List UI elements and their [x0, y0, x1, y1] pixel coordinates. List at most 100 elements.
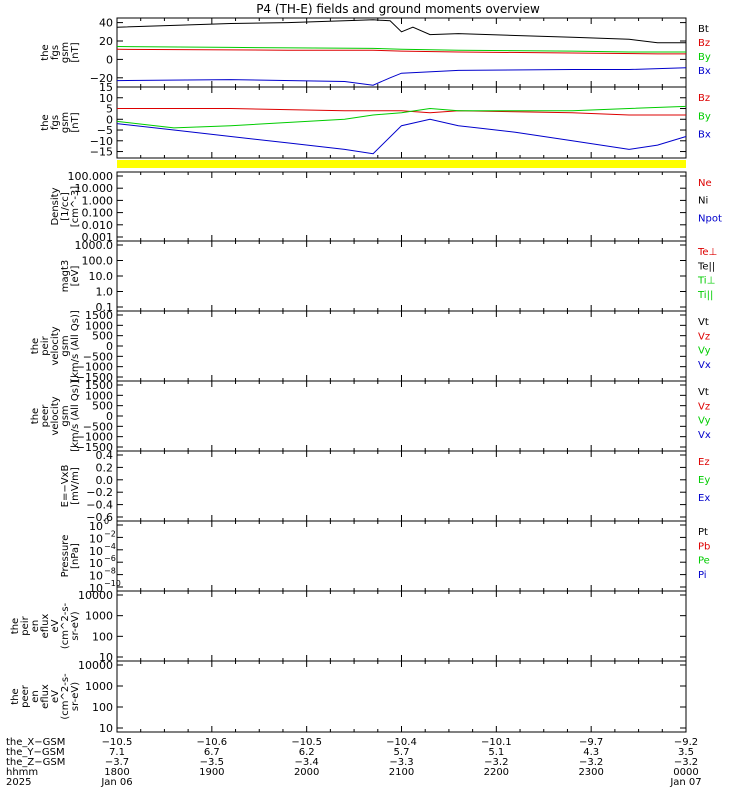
series-bx	[116, 118, 687, 155]
panel-4: 1000.0 100.0 10.0 1.0 0.1 magt3 [eV] Te⊥ Te|| Ti⊥…	[60, 239, 717, 314]
y-tick-label: −500	[83, 420, 113, 433]
y-axis-label: [km/s (All Qs)]	[70, 310, 81, 382]
x-column-value: −3.2	[674, 757, 698, 768]
legend-te: Te⊥	[697, 247, 717, 258]
y-axis-label: sr-eV)	[70, 682, 81, 711]
x-column-value: −3.3	[389, 757, 413, 768]
y-axis-label: [1/cc]	[60, 192, 71, 221]
x-column-value: −3.2	[484, 757, 508, 768]
y-tick-label: 0.2	[96, 461, 114, 474]
x-row-label: the_Z−GSM	[6, 757, 65, 768]
legend-vy: Vy	[698, 346, 711, 357]
legend-pb: Pb	[698, 541, 710, 552]
legend-pi: Pi	[698, 570, 707, 581]
y-axis-label: eV	[50, 690, 61, 703]
y-axis-label: peer	[20, 684, 31, 708]
y-tick-label: 0.001	[82, 231, 114, 244]
series-bt	[116, 19, 686, 44]
legend-ne: Ne	[698, 178, 712, 189]
legend-by: By	[698, 52, 711, 63]
y-tick-label: −20	[90, 72, 113, 85]
panel-frame	[116, 17, 687, 88]
y-tick-label: 0	[106, 410, 113, 423]
y-tick-label: 1000	[85, 319, 113, 332]
y-tick-label: 500	[92, 400, 113, 413]
y-tick-label: 1500	[85, 309, 113, 322]
legend-bt: Bt	[698, 24, 709, 35]
x-column-value: −9.2	[674, 737, 698, 748]
y-axis-label: [nT]	[70, 42, 81, 62]
y-tick-label: 1.0	[96, 286, 114, 299]
y-tick-label: −500	[83, 350, 113, 363]
y-axis-label: velocity	[50, 396, 61, 435]
x-column-value: −10.5	[291, 737, 322, 748]
y-tick-label: −0.6	[86, 511, 113, 524]
legend-bz: Bz	[698, 93, 710, 104]
y-tick-label: 0.4	[96, 449, 114, 462]
legend-npot: Npot	[698, 213, 722, 224]
y-tick-label: 20	[99, 35, 113, 48]
y-tick-label: −1500	[76, 371, 113, 384]
x-row-label: 2025	[6, 777, 31, 788]
y-axis-label: Pressure	[60, 535, 71, 578]
y-tick-label: −1000	[76, 361, 113, 374]
x-column-value: Jan 07	[669, 777, 701, 788]
y-axis-label: eflux	[40, 684, 51, 709]
quality-flag-bar	[117, 160, 686, 168]
y-tick-label: 100	[92, 630, 113, 643]
legend-ti: Ti||	[697, 290, 713, 301]
y-axis-label: gsm	[60, 335, 71, 356]
y-axis-label: Density	[50, 187, 61, 225]
y-axis-label: en	[30, 690, 41, 703]
y-tick-label: 1000.0	[75, 239, 114, 252]
x-column-value: Jan 06	[100, 777, 132, 788]
y-axis-label: [km/s (All Qs)]	[70, 380, 81, 452]
y-axis-label: en	[30, 620, 41, 633]
y-tick-label: 1500	[85, 379, 113, 392]
y-tick-label: 15	[99, 81, 113, 94]
y-tick-exponent: 0	[104, 517, 109, 526]
y-axis-label: [nT]	[70, 112, 81, 132]
y-tick-label: 0.1	[96, 301, 114, 314]
y-tick-label: −1000	[76, 431, 113, 444]
legend-pe: Pe	[698, 556, 710, 567]
y-tick-exponent: −8	[104, 567, 116, 576]
y-axis-label: E=−VxB	[60, 465, 71, 508]
y-tick-label: 5	[106, 103, 113, 116]
y-tick-exponent: −10	[104, 579, 121, 588]
plot-title: P4 (TH-E) fields and ground moments over…	[256, 2, 540, 16]
y-axis-label: peir	[20, 615, 31, 635]
y-tick-label: 10000	[78, 589, 113, 602]
y-axis-label: the	[30, 338, 41, 354]
y-tick-label: 1000	[85, 680, 113, 693]
y-tick-label: −10	[90, 135, 113, 148]
y-axis-label: (cm^2-s-	[60, 673, 71, 720]
legend-te: Te||	[697, 261, 715, 272]
y-tick-label: −0.4	[86, 499, 113, 512]
legend-vz: Vz	[698, 401, 710, 412]
x-column-value: 2100	[389, 767, 414, 778]
y-axis-label: magt3	[60, 260, 71, 293]
y-axis-label: the	[30, 408, 41, 424]
panel-frame	[116, 380, 687, 452]
y-axis-label: gsm	[60, 112, 71, 133]
x-column-value: 6.2	[299, 747, 315, 758]
legend-vy: Vy	[698, 416, 711, 427]
y-tick-label: 0.100	[82, 207, 114, 220]
legend-ti: Ti⊥	[697, 276, 715, 287]
y-tick-label: −5	[97, 124, 113, 137]
y-axis-label: sr-eV)	[70, 611, 81, 640]
series-bx	[116, 67, 687, 86]
y-axis-label: gsm	[60, 405, 71, 426]
y-axis-label: eflux	[40, 614, 51, 639]
panel-frame	[116, 450, 687, 522]
y-tick-label: 10	[99, 722, 113, 735]
panel-10: 10000 1000 100 10 the peer en eflux eV (cm^2-s-sr…	[10, 659, 687, 735]
panel-9: 10000 1000 100 10 the peir en eflux eV (cm^2-s-sr…	[10, 589, 687, 664]
y-axis-label: the	[10, 618, 21, 634]
